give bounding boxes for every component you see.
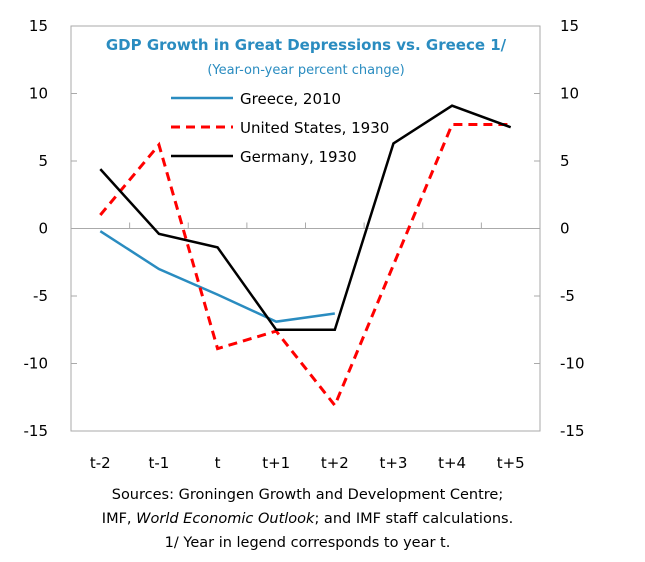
legend-label: Greece, 2010 [240,90,341,108]
x-tick-label: t+1 [262,454,290,472]
source-text: ; and IMF staff calculations. [314,511,514,527]
y-tick-label: -10 [24,355,49,373]
source-text: IMF, [101,511,137,527]
source-publication: World Economic Outlook [136,511,315,527]
chart-title: GDP Growth in Great Depressions vs. Gree… [106,36,507,54]
x-tick-label: t+4 [438,454,466,472]
chart-subtitle: (Year-on-year percent change) [207,63,404,78]
y2-tick-label: -15 [560,422,585,440]
y2-tick-label: 10 [560,85,579,103]
source-line-1: Sources: Groningen Growth and Developmen… [111,487,504,503]
series-line [99,104,512,331]
series-line [99,230,335,323]
x-tick-label: t+2 [321,454,349,472]
legend-label: United States, 1930 [240,119,389,137]
y2-tick-label: 5 [560,152,570,170]
legend-label: Germany, 1930 [240,148,357,166]
x-tick-label: t [215,454,221,472]
chart-svg: 15 10 5 0 -5 -10 -15 15 10 5 0 -5 -10 -15 t-2 t-1 t t+1 t+… [24,17,585,472]
y-tick-label: 5 [38,152,48,170]
y-tick-label: -15 [24,422,49,440]
y-tick-label: 10 [29,85,48,103]
source-line-2: IMF, World Economic Outlook; and IMF sta… [0,507,645,531]
x-tick-label: t-2 [90,454,111,472]
y-tick-label: -5 [33,287,48,305]
series-line [99,123,511,409]
y2-tick-label: -10 [560,355,585,373]
y-tick-label: 0 [38,220,48,238]
x-tick-label: t-1 [149,454,170,472]
y2-tick-label: 15 [560,17,579,35]
x-tick-label: t+5 [497,454,525,472]
source-notes: Sources: Groningen Growth and Developmen… [0,483,645,555]
y2-tick-label: -5 [560,287,575,305]
y-tick-label: 15 [29,17,48,35]
footnote: 1/ Year in legend corresponds to year t. [164,535,451,551]
x-tick-label: t+3 [379,454,407,472]
y2-tick-label: 0 [560,220,570,238]
